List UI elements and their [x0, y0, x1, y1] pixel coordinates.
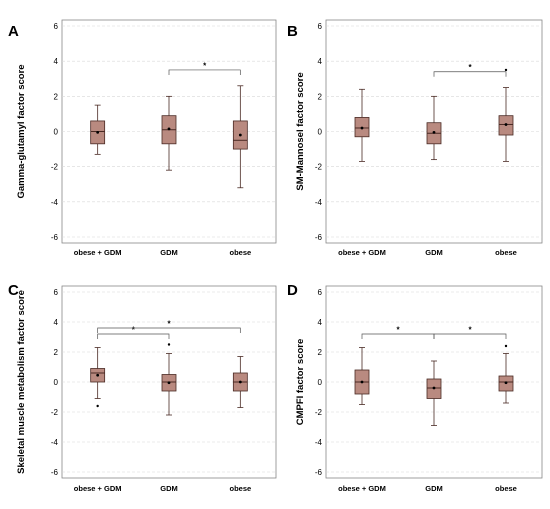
mean-marker: [432, 130, 436, 134]
y-tick-label: 6: [318, 288, 323, 297]
box-1: [426, 95, 442, 161]
panel-letter: C: [8, 282, 19, 299]
significance-bracket: [97, 327, 241, 333]
box-0: [90, 104, 106, 155]
significance-star: *: [132, 326, 136, 335]
mean-marker: [167, 127, 171, 131]
y-tick-label: 2: [318, 348, 323, 357]
y-tick-label: -2: [51, 163, 59, 172]
box-2: [232, 85, 248, 189]
y-tick-label: -4: [315, 438, 323, 447]
y-axis-label: CMPFI factor score: [295, 339, 306, 426]
significance-bracket: [97, 333, 170, 339]
significance-star: *: [468, 326, 472, 335]
outlier-point: [96, 404, 99, 408]
box-0: [354, 347, 370, 405]
x-category-label: GDM: [160, 484, 178, 493]
panel-letter: D: [287, 282, 298, 299]
y-tick-label: -6: [315, 468, 323, 477]
mean-marker: [504, 381, 508, 385]
box-2: [498, 344, 514, 404]
significance-bracket: [433, 71, 507, 77]
y-tick-label: -4: [51, 438, 59, 447]
significance-bracket: [168, 69, 241, 75]
panel-letter: B: [287, 23, 298, 40]
chart-panel-d: -6 -4 -2 0 2 4 6 D CMPFI factor score obese + GDM…: [287, 282, 543, 493]
mean-marker: [238, 380, 242, 384]
y-tick-label: -4: [315, 198, 323, 207]
y-tick-label: 6: [54, 22, 59, 31]
y-tick-label: 4: [54, 318, 59, 327]
y-tick-label: -2: [315, 163, 323, 172]
y-tick-label: 0: [54, 128, 59, 137]
y-tick-label: 6: [318, 22, 323, 31]
y-tick-label: -6: [51, 468, 59, 477]
box-0: [90, 347, 106, 408]
y-axis-label: Skeletal muscle metabolism factor score: [16, 290, 27, 474]
y-axis-label: SM-Mannosel factor score: [295, 72, 306, 190]
y-axis-label: Gamma-glutamyl factor score: [16, 64, 27, 198]
chart-panel-b: -6 -4 -2 0 2 4 6 B SM-Mannosel factor score obese…: [287, 19, 543, 257]
y-tick-label: -6: [315, 233, 323, 242]
x-category-label: obese + GDM: [338, 248, 386, 257]
mean-marker: [167, 381, 171, 385]
mean-marker: [96, 130, 100, 134]
y-tick-label: 4: [318, 57, 323, 66]
box-2: [232, 356, 248, 408]
y-tick-label: 2: [318, 92, 323, 101]
x-category-label: obese + GDM: [74, 248, 122, 257]
box-2: [498, 68, 514, 162]
y-tick-label: 0: [54, 378, 59, 387]
box-1: [426, 360, 442, 426]
x-category-label: obese + GDM: [74, 484, 122, 493]
significance-star: *: [203, 61, 207, 70]
y-tick-label: 4: [318, 318, 323, 327]
box-0: [354, 88, 370, 162]
y-tick-label: -2: [51, 408, 59, 417]
x-category-label: obese: [495, 248, 517, 257]
outlier-point: [504, 344, 508, 348]
y-tick-label: 2: [54, 348, 59, 357]
outlier-point: [167, 343, 171, 346]
panel-letter: A: [8, 23, 19, 40]
mean-marker: [96, 373, 100, 377]
y-tick-label: 2: [54, 92, 59, 101]
mean-marker: [432, 386, 436, 390]
y-tick-label: 6: [54, 288, 59, 297]
significance-star: *: [167, 320, 171, 329]
y-tick-label: 4: [54, 57, 59, 66]
x-category-label: obese: [229, 484, 251, 493]
box-1: [161, 95, 177, 171]
x-category-label: obese: [229, 248, 251, 257]
mean-marker: [360, 380, 364, 384]
significance-bracket: [433, 333, 507, 339]
significance-star: *: [468, 63, 472, 72]
y-tick-label: 0: [318, 128, 323, 137]
x-category-label: obese + GDM: [338, 484, 386, 493]
box-1: [161, 343, 177, 416]
y-tick-label: 0: [318, 378, 323, 387]
mean-marker: [360, 126, 364, 130]
mean-marker: [504, 123, 508, 126]
y-tick-label: -6: [51, 233, 59, 242]
y-tick-label: -4: [51, 198, 59, 207]
significance-star: *: [396, 326, 400, 335]
x-category-label: obese: [495, 484, 517, 493]
y-tick-label: -2: [315, 408, 323, 417]
x-category-label: GDM: [160, 248, 178, 257]
mean-marker: [238, 133, 242, 137]
x-category-label: GDM: [425, 248, 443, 257]
chart-panel-a: -6 -4 -2 0 2 4 6 A Gamma-glutamyl factor score ob…: [8, 19, 277, 257]
outlier-point: [504, 68, 508, 72]
x-category-label: GDM: [425, 484, 443, 493]
